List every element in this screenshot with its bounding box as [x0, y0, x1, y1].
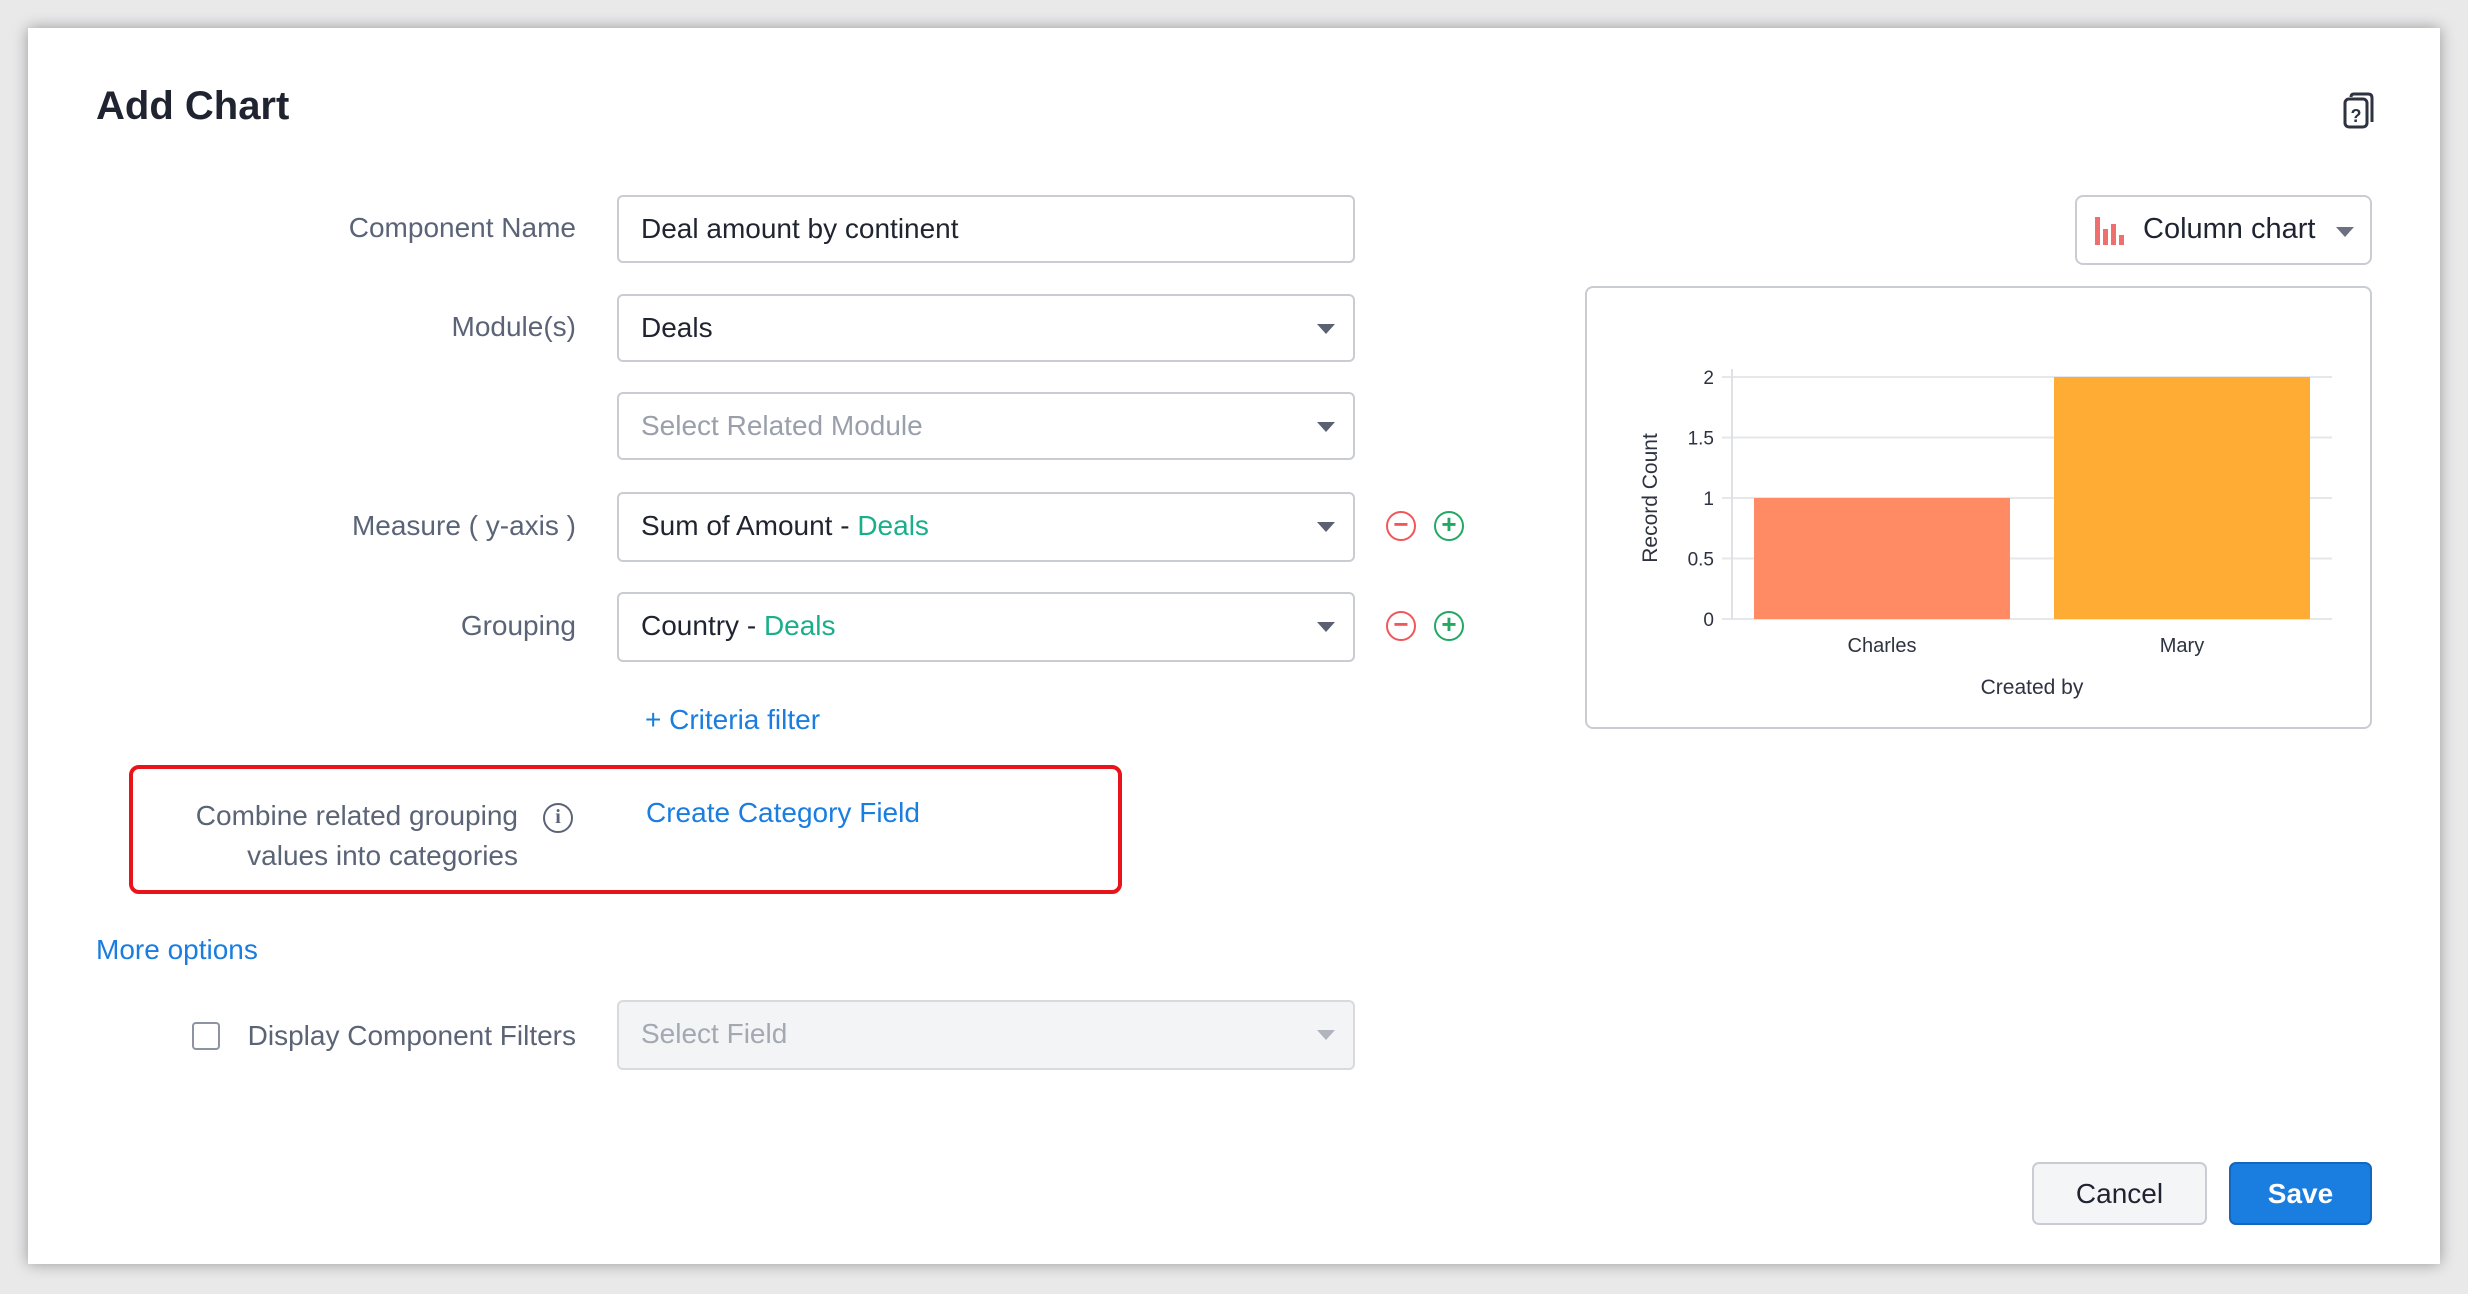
- y-tick-label: 0: [1703, 610, 1714, 631]
- create-category-field-link[interactable]: Create Category Field: [646, 797, 920, 828]
- column-chart: 0 0.5 1 1.5 2 Charles Mary Created by Record Cou…: [1639, 368, 2332, 699]
- measure-select[interactable]: Sum of Amount - Deals: [617, 492, 1355, 562]
- chevron-down-icon: [1317, 324, 1335, 334]
- x-axis-title: Created by: [1981, 676, 2084, 699]
- bar-mary: [2054, 377, 2310, 619]
- chevron-down-icon: [1317, 422, 1335, 432]
- modules-label: Module(s): [451, 311, 576, 342]
- svg-text:?: ?: [2351, 106, 2362, 126]
- chevron-down-icon: [1317, 622, 1335, 632]
- chevron-down-icon: [1317, 522, 1335, 532]
- measure-label: Measure ( y-axis ): [351, 510, 576, 541]
- dialog-title: Add Chart: [96, 84, 290, 128]
- display-filters-label[interactable]: Display Component Filters: [247, 1020, 576, 1051]
- chart-preview: 0 0.5 1 1.5 2 Charles Mary Created by Record Cou…: [1585, 286, 2372, 729]
- grouping-module: Deals: [763, 610, 836, 641]
- chevron-down-icon: [2336, 227, 2354, 237]
- more-options-link[interactable]: More options: [96, 934, 258, 965]
- combine-label-line2: values into categories: [247, 840, 518, 871]
- display-filters-checkbox[interactable]: [192, 1022, 220, 1050]
- y-tick-label: 1: [1703, 489, 1714, 510]
- chart-type-label: Column chart: [2143, 213, 2316, 245]
- modules-select[interactable]: Deals: [617, 294, 1355, 362]
- modules-value: Deals: [641, 312, 713, 343]
- grouping-select[interactable]: Country - Deals: [617, 592, 1355, 662]
- combine-label-line1: Combine related grouping: [195, 800, 518, 831]
- measure-value: Sum of Amount -: [641, 510, 858, 541]
- x-tick-label: Mary: [2160, 635, 2204, 657]
- measure-module: Deals: [857, 510, 929, 541]
- chevron-down-icon: [1317, 1030, 1335, 1040]
- bar-charles: [1754, 498, 2010, 619]
- y-axis-title: Record Count: [1639, 433, 1662, 563]
- grouping-value: Country -: [641, 610, 764, 641]
- cancel-button[interactable]: Cancel: [2032, 1162, 2207, 1225]
- info-icon[interactable]: i: [543, 803, 573, 833]
- component-name-label: Component Name: [348, 212, 576, 243]
- x-tick-label: Charles: [1848, 635, 1917, 657]
- column-chart-icon: [2095, 217, 2124, 245]
- add-measure-icon[interactable]: +: [1434, 511, 1464, 541]
- y-tick-label: 2: [1703, 368, 1714, 389]
- help-document-icon[interactable]: ?: [2342, 92, 2376, 130]
- grouping-label: Grouping: [460, 610, 576, 641]
- y-tick-label: 1.5: [1688, 429, 1714, 450]
- related-module-select[interactable]: Select Related Module: [617, 392, 1355, 460]
- save-button[interactable]: Save: [2229, 1162, 2372, 1225]
- remove-measure-icon[interactable]: −: [1386, 511, 1416, 541]
- highlight-box: [129, 765, 1122, 894]
- criteria-filter-link[interactable]: + Criteria filter: [645, 704, 821, 735]
- y-tick-label: 0.5: [1688, 550, 1714, 571]
- select-field-dropdown[interactable]: Select Field: [617, 1000, 1355, 1070]
- chart-type-select[interactable]: Column chart: [2075, 195, 2372, 265]
- add-grouping-icon[interactable]: +: [1434, 611, 1464, 641]
- select-field-placeholder: Select Field: [641, 1018, 788, 1049]
- component-name-input[interactable]: Deal amount by continent: [617, 195, 1355, 263]
- related-module-placeholder: Select Related Module: [641, 410, 923, 441]
- remove-grouping-icon[interactable]: −: [1386, 611, 1416, 641]
- add-chart-dialog: Add Chart ? Component Name Deal amount b…: [28, 28, 2440, 1264]
